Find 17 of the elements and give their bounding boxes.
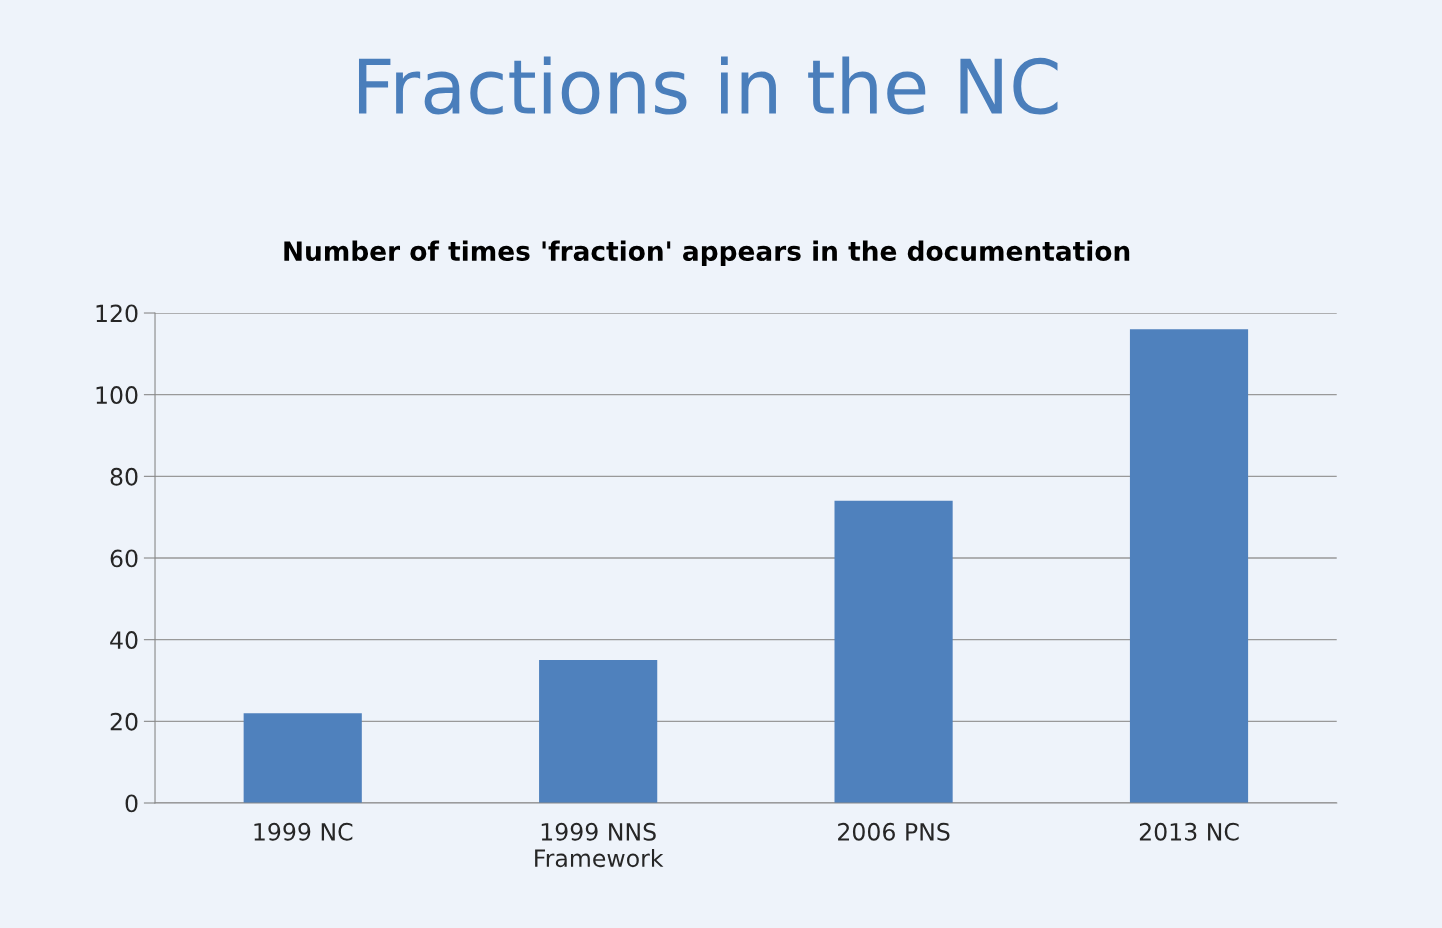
- y-tick-label: 60: [110, 549, 138, 568]
- y-tick-label: 0: [125, 794, 138, 813]
- y-tick-label: 120: [96, 304, 138, 323]
- bar: [834, 500, 953, 803]
- y-tick-label: 80: [110, 467, 138, 486]
- x-tick-label: 1999 NNS Framework: [535, 822, 664, 868]
- y-tick-label: 100: [96, 386, 138, 404]
- x-tick-label: 1999 NC: [254, 822, 353, 841]
- x-tick-label: 2006 PNS: [838, 822, 950, 841]
- bar: [243, 713, 362, 803]
- x-tick-label: 2013 NC: [1139, 822, 1239, 841]
- y-tick-label: 40: [110, 631, 138, 649]
- chart-title: Fractions in the NC: [358, 56, 1058, 115]
- chart-subtitle: Number of times 'fraction' appears in the documentation: [284, 240, 1130, 267]
- y-tick-label: 20: [110, 712, 138, 731]
- bar: [1129, 329, 1249, 803]
- bar: [539, 660, 658, 803]
